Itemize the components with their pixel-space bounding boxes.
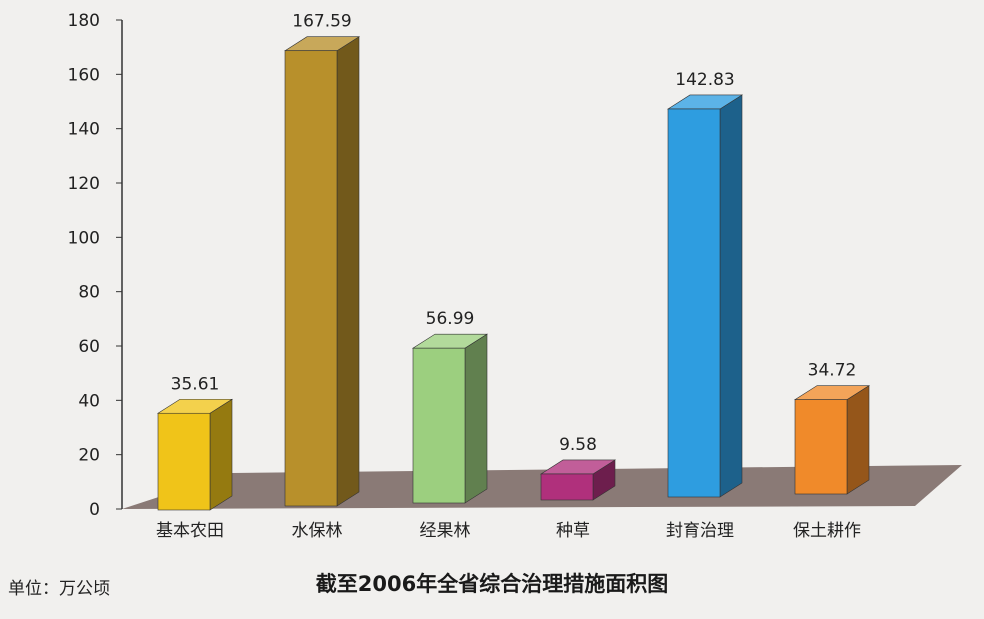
bar: [411, 333, 489, 504]
y-tick-label: 40: [78, 391, 100, 411]
x-tick-label: 基本农田: [156, 521, 224, 541]
bar-front: [412, 347, 466, 504]
bar: [539, 459, 617, 501]
bar: [666, 94, 744, 498]
bar-front: [540, 473, 594, 501]
y-tick-label: 100: [68, 228, 100, 248]
bar-side: [209, 398, 233, 511]
bar: [283, 36, 361, 507]
x-tick-label: 种草: [556, 521, 590, 541]
y-tick-label: 160: [68, 65, 100, 85]
x-tick-label: 封育治理: [666, 521, 734, 541]
bar-front: [157, 412, 211, 511]
bar-value-label: 56.99: [426, 309, 475, 329]
y-tick-label: 120: [68, 174, 100, 194]
bar-front: [667, 108, 721, 498]
bar-side: [719, 94, 743, 498]
y-tick-label: 180: [68, 11, 100, 31]
bar-value-label: 142.83: [675, 70, 734, 90]
y-tick-label: 80: [78, 283, 100, 303]
bar-side: [336, 36, 360, 507]
bar-front: [794, 399, 848, 495]
y-tick-label: 20: [78, 446, 100, 466]
bar-value-label: 9.58: [559, 435, 597, 455]
bar-side: [464, 333, 488, 504]
bar-value-label: 167.59: [292, 12, 351, 32]
unit-label: 单位：万公顷: [8, 579, 110, 599]
bar-side: [846, 385, 870, 495]
bar: [156, 398, 234, 511]
x-tick-label: 经果林: [420, 521, 471, 541]
y-tick-label: 0: [89, 500, 100, 520]
x-tick-label: 水保林: [292, 521, 343, 541]
bar-value-label: 34.72: [808, 361, 857, 381]
y-tick-label: 60: [78, 337, 100, 357]
bar-front: [284, 50, 338, 507]
bar-chart: 0 20 40 60 80 100 120 140 160 180 35.61 基本农田 167.59 水…: [68, 11, 962, 541]
y-tick-label: 140: [68, 120, 100, 140]
bar-value-label: 35.61: [171, 374, 220, 394]
x-tick-label: 保土耕作: [793, 521, 861, 541]
bar: [793, 385, 871, 495]
chart-title: 截至2006年全省综合治理措施面积图: [315, 572, 669, 596]
